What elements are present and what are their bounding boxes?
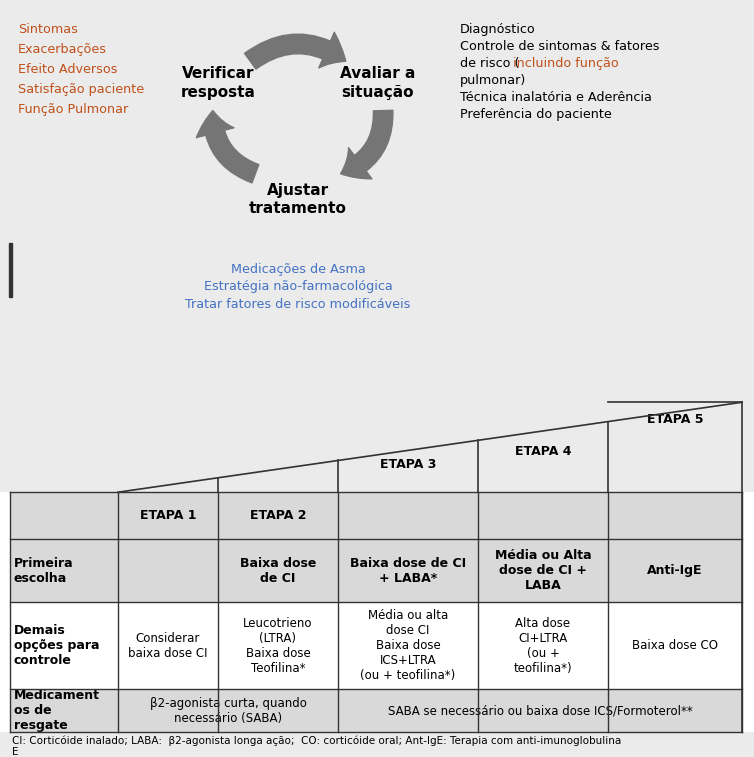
Text: CI: Corticóide inalado; LABA:  β2-agonista longa ação;  CO: corticóide oral; Ant: CI: Corticóide inalado; LABA: β2-agonist… — [12, 735, 621, 746]
Text: Controle de sintomas & fatores: Controle de sintomas & fatores — [460, 40, 660, 53]
Text: Preferência do paciente: Preferência do paciente — [460, 107, 611, 121]
FancyArrowPatch shape — [341, 111, 393, 179]
Text: Medicament
os de
resgate: Medicament os de resgate — [14, 689, 100, 732]
Text: Técnica inalatória e Aderência: Técnica inalatória e Aderência — [460, 91, 652, 104]
Text: ETAPA 5: ETAPA 5 — [647, 413, 703, 426]
Text: Alta dose
CI+LTRA
(ou +
teofilina*): Alta dose CI+LTRA (ou + teofilina*) — [513, 617, 572, 674]
Text: Satisfação paciente: Satisfação paciente — [18, 83, 144, 96]
Text: Sintomas: Sintomas — [18, 23, 78, 36]
Bar — [10, 602, 742, 689]
Text: pulmonar): pulmonar) — [460, 74, 526, 87]
Text: incluindo função: incluindo função — [513, 57, 619, 70]
Text: Considerar
baixa dose CI: Considerar baixa dose CI — [128, 631, 208, 659]
Text: Ajustar
tratamento: Ajustar tratamento — [249, 183, 347, 217]
Text: SABA se necessário ou baixa dose ICS/Formoterol**: SABA se necessário ou baixa dose ICS/For… — [388, 704, 692, 717]
FancyArrowPatch shape — [244, 33, 346, 69]
Text: Efeito Adversos: Efeito Adversos — [18, 63, 118, 76]
Text: Baixa dose
de CI: Baixa dose de CI — [240, 556, 316, 584]
Text: Avaliar a
situação: Avaliar a situação — [340, 66, 415, 100]
Text: Anti-IgE: Anti-IgE — [647, 564, 703, 577]
Text: Média ou alta
dose CI
Baixa dose
ICS+LTRA
(ou + teofilina*): Média ou alta dose CI Baixa dose ICS+LTR… — [360, 609, 455, 682]
Text: de risco (: de risco ( — [460, 57, 520, 70]
Text: Diagnóstico: Diagnóstico — [460, 23, 536, 36]
Text: Estratégia não-farmacológica: Estratégia não-farmacológica — [204, 281, 392, 294]
Bar — [10, 492, 742, 539]
Text: ETAPA 3: ETAPA 3 — [380, 458, 436, 471]
Text: Exacerbações: Exacerbações — [18, 43, 107, 56]
Text: Tratar fatores de risco modificáveis: Tratar fatores de risco modificáveis — [185, 298, 411, 311]
Text: β2-agonista curta, quando
necessário (SABA): β2-agonista curta, quando necessário (SA… — [149, 696, 306, 724]
Text: Demais
opções para
controle: Demais opções para controle — [14, 624, 100, 667]
Text: ETAPA 4: ETAPA 4 — [515, 445, 572, 459]
Text: Medicações de Asma: Medicações de Asma — [231, 263, 366, 276]
Text: ETAPA 1: ETAPA 1 — [139, 509, 196, 522]
Text: ETAPA 2: ETAPA 2 — [250, 509, 306, 522]
Bar — [0, 492, 754, 732]
Bar — [10, 689, 742, 732]
Text: Média ou Alta
dose de CI +
LABA: Média ou Alta dose de CI + LABA — [495, 549, 591, 592]
Text: Baixa dose CO: Baixa dose CO — [632, 639, 718, 652]
Bar — [10, 539, 742, 602]
Text: Verificar
resposta: Verificar resposta — [180, 66, 256, 100]
Text: E: E — [12, 747, 19, 757]
Bar — [9, 242, 12, 298]
Text: Primeira
escolha: Primeira escolha — [14, 556, 74, 584]
Text: Baixa dose de CI
+ LABA*: Baixa dose de CI + LABA* — [350, 556, 466, 584]
FancyArrowPatch shape — [196, 111, 259, 183]
Text: Leucotrieno
(LTRA)
Baixa dose
Teofilina*: Leucotrieno (LTRA) Baixa dose Teofilina* — [244, 617, 313, 674]
Text: Função Pulmonar: Função Pulmonar — [18, 103, 128, 116]
